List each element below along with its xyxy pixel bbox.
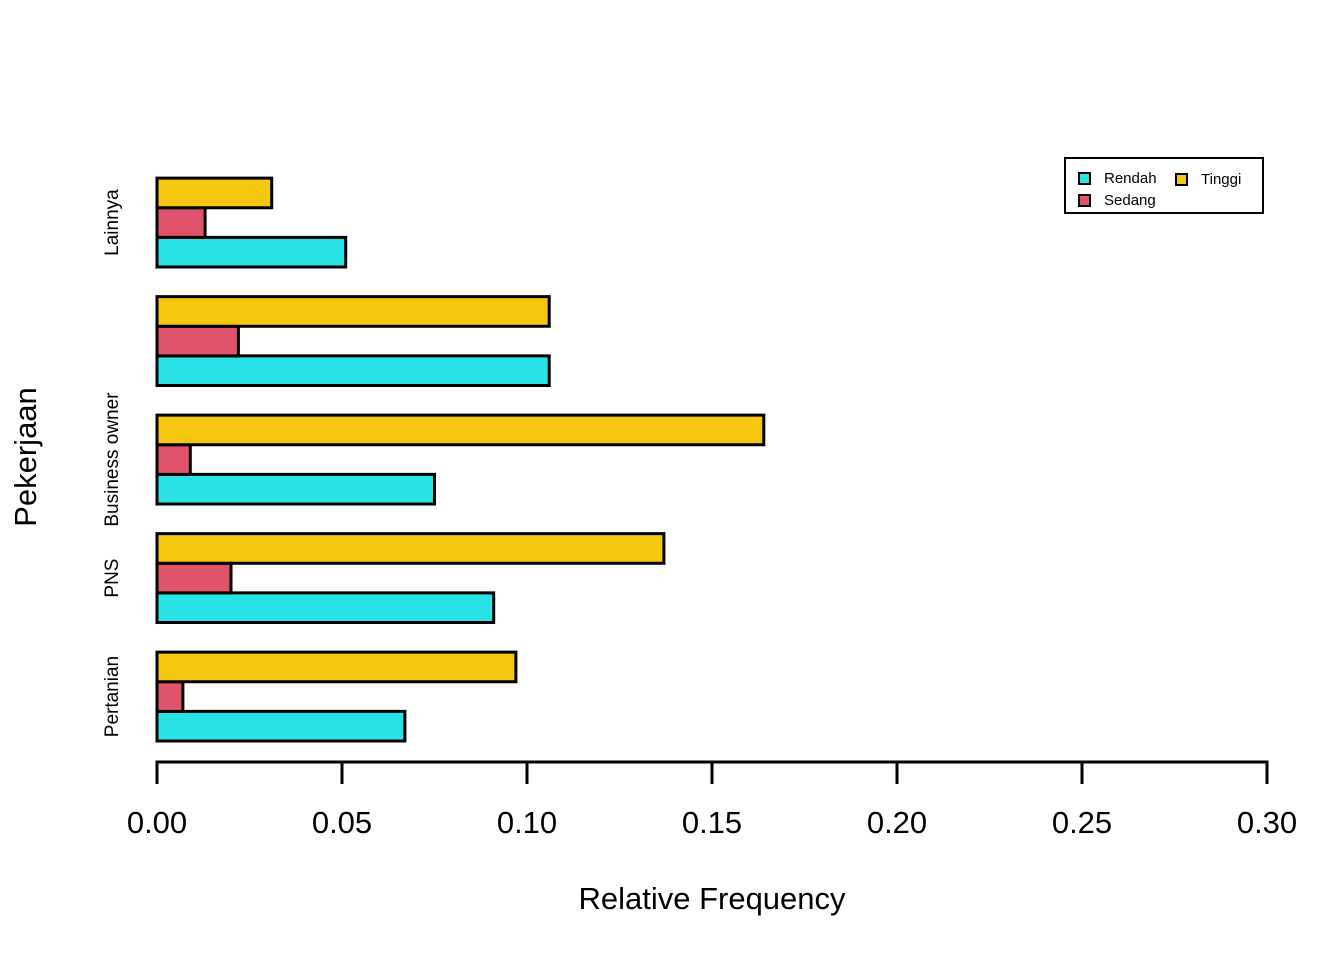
bar-pertanian-sedang: [155, 680, 185, 713]
legend-item-sedang: Sedang: [1078, 190, 1175, 213]
x-tick-label: 0.30: [1237, 805, 1297, 840]
legend-item-tinggi: Tinggi: [1175, 167, 1241, 192]
bar-lainnya-sedang: [155, 206, 207, 239]
bar-business-owner-rendah: [155, 472, 436, 506]
bar-pns-tinggi: [155, 532, 666, 565]
legend-swatch-tinggi: [1175, 173, 1188, 186]
x-tick-label: 0.15: [682, 805, 742, 840]
legend-column-1: Rendah Sedang: [1078, 167, 1175, 212]
x-tick-label: 0.20: [867, 805, 927, 840]
bar-pertanian-rendah: [155, 709, 407, 743]
legend-swatch-rendah: [1078, 171, 1091, 185]
bar-lainnya-rendah: [155, 235, 348, 269]
y-axis-title: Pekerjaan: [8, 387, 43, 527]
category-label-pertanian: Pertanian: [102, 656, 123, 737]
legend-swatch-sedang: [1078, 194, 1091, 208]
x-tick-label: 0.10: [497, 805, 557, 840]
category-label-lainnya: Lainnya: [102, 189, 123, 256]
bar-business-owner-sedang: [155, 443, 192, 476]
x-axis-title: Relative Frequency: [578, 881, 846, 916]
category-label-business-owner: Business owner: [102, 392, 123, 527]
bar-pertanian-tinggi: [155, 650, 518, 684]
x-tick-label: 0.05: [312, 805, 372, 840]
legend: Rendah Sedang Tinggi: [1064, 157, 1264, 214]
bar-pns-rendah: [155, 591, 496, 624]
x-tick-label: 0.00: [127, 805, 187, 840]
bar-lainnya-tinggi: [155, 176, 274, 210]
bar-pns-sedang: [155, 561, 233, 595]
legend-label-tinggi: Tinggi: [1201, 171, 1242, 188]
category-label-pns: PNS: [102, 559, 123, 598]
x-tick-label: 0.25: [1052, 805, 1112, 840]
bar-group2-sedang: [155, 324, 240, 358]
legend-item-rendah: Rendah: [1078, 167, 1175, 190]
bar-group2-tinggi: [155, 295, 551, 328]
legend-column-2: Tinggi: [1175, 167, 1241, 212]
legend-label-sedang: Sedang: [1104, 192, 1156, 210]
legend-label-rendah: Rendah: [1104, 169, 1157, 187]
bar-group2-rendah: [155, 354, 551, 387]
bar-business-owner-tinggi: [155, 413, 766, 447]
